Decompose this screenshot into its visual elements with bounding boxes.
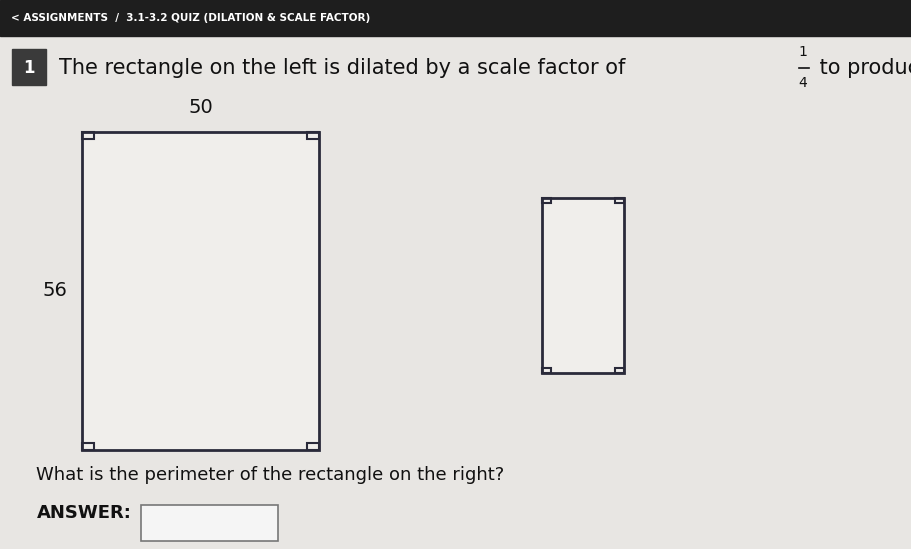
Text: The rectangle on the left is dilated by a scale factor of: The rectangle on the left is dilated by … (59, 58, 632, 77)
Bar (615, 198, 624, 203)
Bar (82, 443, 94, 450)
Bar (542, 198, 624, 373)
Bar (0, 0, 911, 36)
Text: to produce the rectangle on the right.: to produce the rectangle on the right. (814, 58, 911, 77)
Text: 1: 1 (24, 59, 35, 76)
Bar (307, 132, 319, 139)
Bar (82, 132, 94, 139)
Bar (82, 132, 319, 450)
Bar (141, 505, 278, 541)
Text: ANSWER:: ANSWER: (36, 505, 131, 522)
Bar (542, 368, 551, 373)
Text: < ASSIGNMENTS  /  3.1-3.2 QUIZ (DILATION & SCALE FACTOR): < ASSIGNMENTS / 3.1-3.2 QUIZ (DILATION &… (11, 13, 370, 23)
Text: 50: 50 (188, 98, 213, 116)
Bar (615, 368, 624, 373)
Bar (307, 443, 319, 450)
Bar (542, 198, 551, 203)
Text: 4: 4 (799, 76, 807, 90)
Text: 1: 1 (799, 45, 807, 59)
Text: 56: 56 (42, 282, 67, 300)
Text: What is the perimeter of the rectangle on the right?: What is the perimeter of the rectangle o… (36, 466, 505, 484)
Bar (12, 49, 46, 85)
